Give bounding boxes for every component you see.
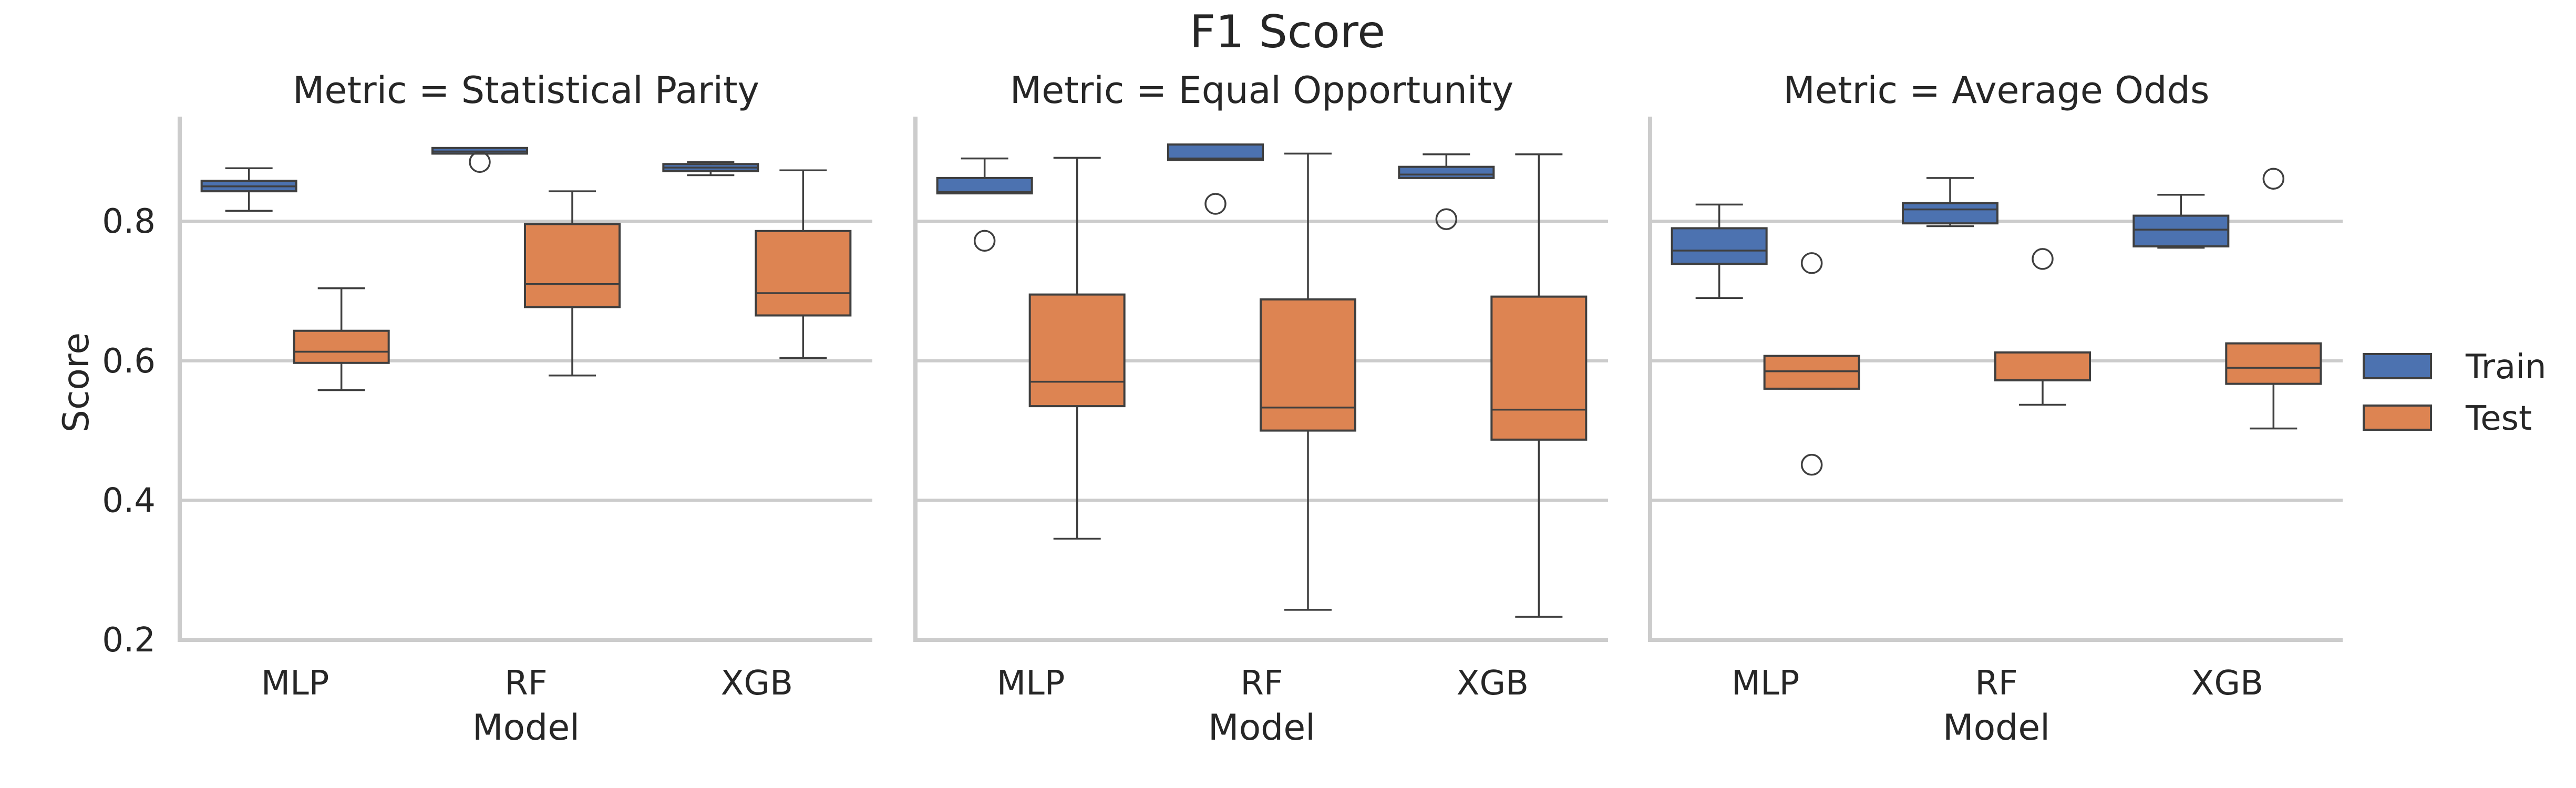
outlier-point: [469, 151, 491, 173]
x-tick-label: RF: [1975, 664, 2017, 703]
outlier-point: [1800, 453, 1823, 476]
iqr-box: [1167, 143, 1264, 161]
box-train-rf: [1902, 177, 1998, 227]
iqr-box: [755, 230, 852, 317]
box-train-rf: [431, 147, 528, 173]
y-tick-label: 0.6: [102, 342, 156, 381]
iqr-box: [1902, 202, 1998, 225]
box-train-xgb: [662, 161, 759, 177]
x-tick-label: MLP: [1732, 664, 1799, 703]
legend-label: Test: [2465, 399, 2532, 438]
iqr-box: [1260, 298, 1356, 432]
x-tick-label: XGB: [2191, 664, 2263, 703]
box-test-xgb: [2225, 168, 2322, 430]
box-train-rf: [1167, 143, 1264, 215]
y-tick-label: 0.2: [102, 621, 156, 660]
legend-label: Train: [2465, 348, 2547, 387]
box-test-rf: [1260, 152, 1356, 611]
box-test-mlp: [1028, 157, 1126, 540]
panel-title: Metric = Average Odds: [1784, 69, 2210, 112]
facet-panels: Metric = Statistical Parity 0.2 0.4 0.6 0.8 M…: [102, 69, 2343, 749]
iqr-box: [524, 223, 621, 308]
x-tick-label: RF: [1240, 664, 1283, 703]
y-axis-label: Score: [56, 333, 97, 432]
box-train-xgb: [2132, 193, 2230, 249]
x-tick-label: MLP: [997, 664, 1065, 703]
iqr-box: [2225, 342, 2322, 385]
outlier-point: [1800, 252, 1823, 274]
box-test-mlp: [293, 287, 390, 391]
legend-item-train: Train: [2363, 348, 2547, 387]
box-test-xgb: [755, 169, 852, 359]
iqr-box: [1994, 351, 2091, 381]
outlier-point: [973, 230, 996, 252]
iqr-box: [1028, 293, 1126, 408]
outlier-point: [2032, 248, 2054, 270]
x-tick-label: XGB: [1457, 664, 1529, 703]
box-train-mlp: [936, 157, 1033, 252]
panel-title: Metric = Statistical Parity: [293, 69, 759, 112]
panel-2: Metric = Equal Opportunity MLP RF XGB Model: [913, 69, 1608, 749]
panel-3: Metric = Average Odds MLP RF XGB Model: [1648, 69, 2343, 749]
box-train-xgb: [1398, 153, 1495, 230]
iqr-box: [1490, 295, 1588, 441]
legend-item-test: Test: [2363, 399, 2532, 438]
panel-title: Metric = Equal Opportunity: [1010, 69, 1513, 112]
x-tick-label: RF: [504, 664, 547, 703]
legend-swatch: [2363, 405, 2432, 431]
box-test-mlp: [1763, 252, 1860, 476]
x-axis-label: Model: [1943, 707, 2050, 749]
iqr-box: [1671, 227, 1768, 265]
x-axis-label: Model: [1208, 707, 1315, 749]
legend: Train Test: [2363, 348, 2547, 438]
box-test-rf: [1994, 248, 2091, 406]
legend-swatch: [2363, 353, 2432, 379]
y-tick-label: 0.4: [102, 481, 156, 520]
x-tick-label: MLP: [261, 664, 329, 703]
box-train-mlp: [200, 167, 297, 212]
box-test-rf: [524, 190, 621, 377]
x-tick-label: XGB: [721, 664, 793, 703]
box-test-xgb: [1490, 153, 1588, 618]
outlier-point: [1435, 208, 1458, 230]
y-tick-label: 0.8: [102, 202, 156, 241]
outlier-point: [1204, 193, 1227, 215]
figure-title: F1 Score: [1190, 6, 1385, 58]
iqr-box: [293, 329, 390, 364]
iqr-box: [1763, 355, 1860, 390]
x-axis-label: Model: [472, 707, 580, 749]
iqr-box: [2132, 214, 2230, 248]
panel-1: Metric = Statistical Parity 0.2 0.4 0.6 0.8 M…: [102, 69, 872, 749]
iqr-box: [1398, 165, 1495, 179]
iqr-box: [936, 177, 1033, 195]
outlier-point: [2262, 168, 2285, 190]
box-train-mlp: [1671, 203, 1768, 299]
